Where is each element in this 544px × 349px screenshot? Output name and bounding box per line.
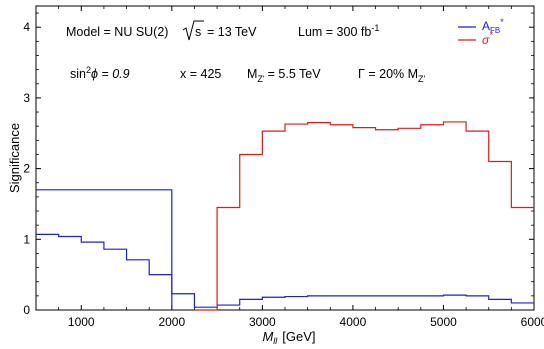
sqrt-symbol	[182, 20, 204, 41]
legend-label-sigma: σ*	[482, 30, 493, 47]
legend: AFB* σ*	[458, 17, 504, 47]
annotation-gamma: Γ = 20% MZ'	[358, 67, 426, 84]
plot-frame	[35, 5, 535, 311]
y-tick-label: 1	[23, 232, 30, 246]
legend-afb-main: A	[482, 19, 490, 33]
series-afb-extra-step	[36, 189, 173, 310]
x-tick-label: 5000	[430, 315, 457, 329]
annotation-model: Model = NU SU(2)	[66, 25, 168, 39]
annotation-sin-phi: sin2ϕ = 0.9	[70, 65, 130, 81]
luminosity-exponent: -1	[371, 23, 379, 33]
y-tick-label: 3	[23, 91, 30, 105]
annotation-sqrt-s-symbol: s	[195, 25, 201, 39]
series-afb-step-line	[36, 233, 534, 308]
legend-label-afb: AFB*	[482, 17, 504, 35]
annotation-x: x = 425	[180, 67, 221, 81]
x-tick-label: 2000	[158, 315, 185, 329]
y-tick-label: 2	[23, 162, 30, 176]
x-axis-label: Mll [GeV]	[262, 329, 315, 346]
series-lines	[36, 121, 534, 311]
legend-sigma-main: σ	[482, 33, 490, 47]
luminosity-text: Lum = 300 fb	[298, 25, 371, 39]
gamma-prefix: Γ = 20% M	[358, 67, 418, 81]
mz-prefix: M	[247, 67, 257, 81]
x-axis-unit: [GeV]	[282, 329, 315, 344]
legend-afb-sup: *	[500, 17, 504, 27]
y-tick-label: 4	[23, 20, 30, 34]
x-axis-var: M	[262, 329, 273, 344]
legend-sigma-sup: *	[489, 30, 493, 40]
sin-prefix: sin	[70, 67, 86, 81]
series-sigma-step-line	[194, 121, 534, 311]
legend-afb-sub: FB	[490, 26, 500, 35]
annotation-luminosity: Lum = 300 fb-1	[298, 23, 379, 39]
x-tick-label: 3000	[249, 315, 276, 329]
phi-value: ϕ = 0.9	[91, 67, 130, 81]
x-axis-sub: ll	[273, 336, 278, 346]
annotation-sqrt-s-value: = 13 TeV	[207, 25, 257, 39]
x-tick-label: 4000	[340, 315, 367, 329]
x-tick-label: 1000	[68, 315, 95, 329]
sin-exponent: 2	[86, 65, 91, 75]
gamma-subscript: Z'	[418, 74, 425, 84]
annotation-mz: MZ' = 5.5 TeV	[247, 67, 321, 84]
y-axis-label: Significance	[7, 123, 22, 193]
y-tick-label: 0	[23, 303, 30, 317]
mz-subscript: Z'	[257, 74, 264, 84]
mz-value: = 5.5 TeV	[268, 67, 322, 81]
